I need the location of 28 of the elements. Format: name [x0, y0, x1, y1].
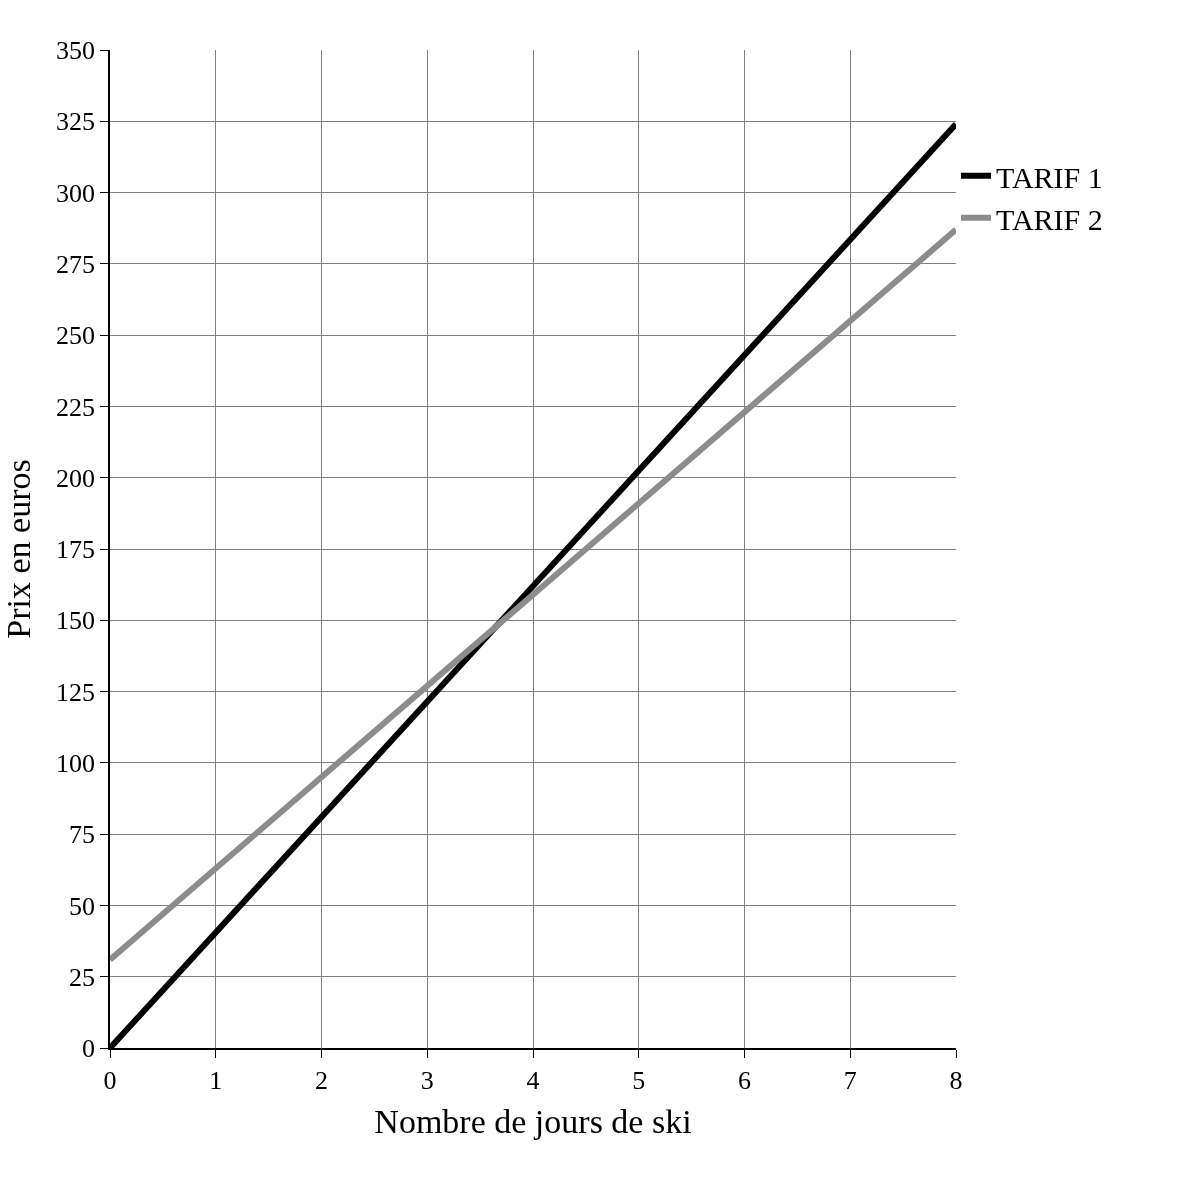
y-tick-label: 200 — [56, 463, 96, 493]
x-tick-label: 3 — [420, 1065, 434, 1095]
y-tick-label: 125 — [56, 677, 96, 707]
x-tick-label: 0 — [103, 1065, 117, 1095]
y-tick-label: 150 — [56, 606, 96, 636]
x-tick-label: 4 — [526, 1065, 540, 1095]
y-tick-label: 250 — [56, 321, 96, 351]
y-tick-label: 300 — [56, 178, 96, 208]
x-tick-label: 1 — [209, 1065, 223, 1095]
x-tick-label: 8 — [949, 1065, 963, 1095]
y-tick-label: 175 — [56, 535, 96, 565]
y-tick-label: 25 — [69, 962, 96, 992]
y-tick-label: 275 — [56, 249, 96, 279]
y-tick-label: 0 — [82, 1034, 96, 1064]
x-axis-title: Nombre de jours de ski — [374, 1102, 692, 1140]
y-tick-label: 225 — [56, 392, 96, 422]
legend-label: TARIF 1 — [996, 160, 1103, 194]
y-axis-title: Prix en euros — [0, 459, 38, 639]
x-tick-label: 7 — [843, 1065, 857, 1095]
y-tick-label: 350 — [56, 36, 96, 66]
y-tick-label: 50 — [69, 891, 96, 921]
y-tick-label: 100 — [56, 748, 96, 778]
x-tick-label: 2 — [315, 1065, 328, 1095]
legend-label: TARIF 2 — [996, 202, 1103, 236]
x-tick-label: 5 — [632, 1065, 646, 1095]
y-tick-label: 325 — [56, 107, 96, 137]
y-tick-label: 75 — [69, 820, 96, 850]
x-tick-label: 6 — [738, 1065, 751, 1095]
